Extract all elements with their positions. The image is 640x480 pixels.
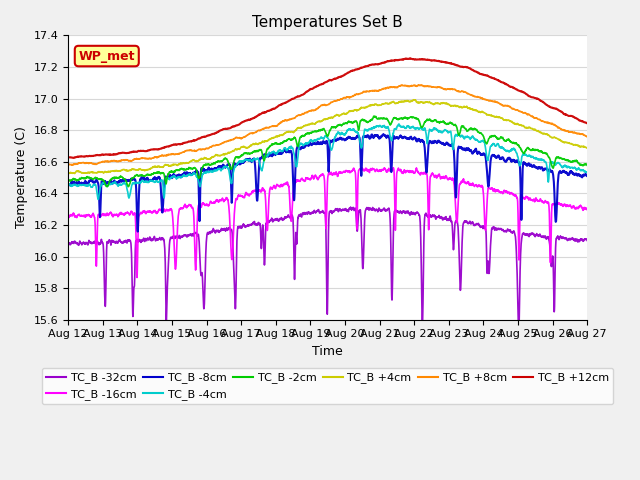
Title: Temperatures Set B: Temperatures Set B [252,15,403,30]
Legend: TC_B -32cm, TC_B -16cm, TC_B -8cm, TC_B -4cm, TC_B -2cm, TC_B +4cm, TC_B +8cm, T: TC_B -32cm, TC_B -16cm, TC_B -8cm, TC_B … [42,368,614,404]
Text: WP_met: WP_met [79,49,135,62]
X-axis label: Time: Time [312,345,343,358]
Y-axis label: Temperature (C): Temperature (C) [15,127,28,228]
